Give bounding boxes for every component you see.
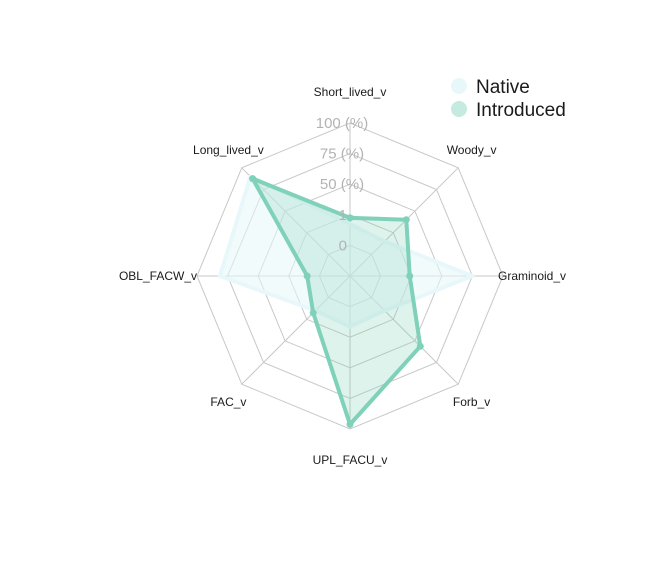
series-introduced-point-7 — [303, 272, 311, 280]
axis-label-forb-v: Forb_v — [453, 395, 490, 409]
axis-label-upl-facu-v: UPL_FACU_v — [313, 453, 388, 467]
axis-label-graminoid-v: Graminoid_v — [498, 269, 566, 283]
axis-labels: Short_lived_v Woody_v Graminoid_v Forb_v UPL… — [119, 85, 566, 467]
grid-label-5: 100 (%) — [316, 115, 369, 132]
series-introduced-point-4 — [416, 342, 424, 350]
series-introduced-area — [250, 176, 423, 427]
legend-label-native: Native — [476, 77, 530, 98]
grid-label-3: 50 (%) — [320, 176, 364, 193]
series-native — [218, 174, 475, 329]
series-introduced-point-2 — [402, 216, 410, 224]
grid-label-1: 0 — [339, 237, 347, 254]
series-layer — [218, 174, 475, 428]
series-introduced-point-6 — [309, 309, 317, 317]
legend-swatch-introduced — [451, 101, 467, 117]
series-introduced-point-8 — [249, 175, 257, 183]
axis-label-woody-v: Woody_v — [447, 143, 497, 157]
series-native-area — [218, 174, 475, 329]
grid-label-4: 75 (%) — [320, 146, 364, 163]
axis-label-short-lived-v: Short_lived_v — [314, 85, 387, 99]
axis-label-long-lived-v: Long_lived_v — [193, 143, 264, 157]
legend-label-introduced: Introduced — [476, 100, 566, 121]
axis-label-obl-facw-v: OBL_FACW_v — [119, 269, 197, 283]
grid-label-2: 1 — [339, 207, 347, 224]
series-introduced-point-1 — [346, 214, 354, 222]
legend: Native Introduced — [451, 77, 566, 121]
axis-label-fac-v: FAC_v — [210, 395, 246, 409]
series-introduced-point-3 — [406, 272, 414, 280]
grid-labels: 0 1 50 (%) 75 (%) 100 (%) — [316, 115, 369, 254]
series-introduced-point-5 — [346, 420, 354, 428]
legend-swatch-native — [451, 78, 467, 94]
series-introduced — [249, 175, 424, 428]
